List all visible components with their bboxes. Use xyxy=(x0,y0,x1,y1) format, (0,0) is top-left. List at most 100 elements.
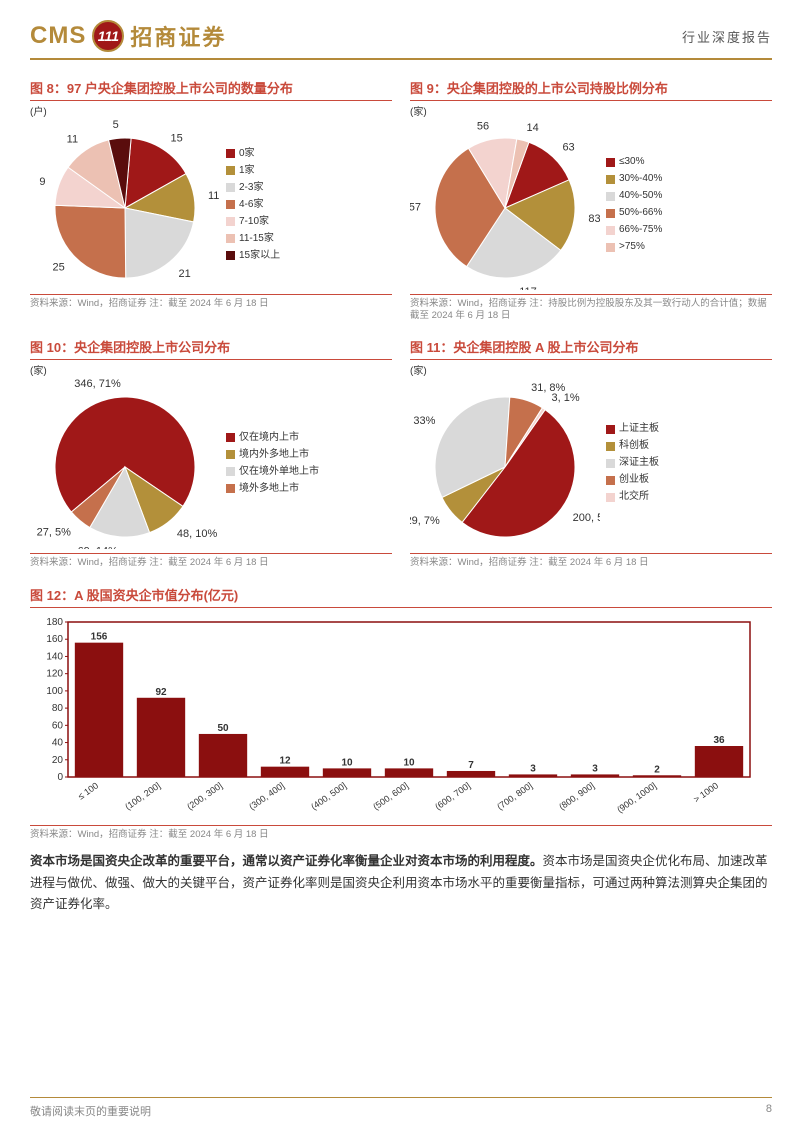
pie-slice-label: 117 xyxy=(519,286,537,290)
legend-swatch-icon xyxy=(606,425,615,434)
bar-value-label: 10 xyxy=(403,757,415,768)
bar-value-label: 12 xyxy=(279,756,291,767)
bar xyxy=(385,768,433,777)
bar xyxy=(75,643,123,777)
legend-label: 11-15家 xyxy=(239,231,274,247)
bar-category-label: (200, 300] xyxy=(185,780,224,811)
fig9-title: 图 9：央企集团控股的上市公司持股比例分布 xyxy=(410,78,772,101)
legend-item: 15家以上 xyxy=(226,248,280,264)
legend-item: 11-15家 xyxy=(226,231,280,247)
fig10-block: 图 10：央企集团控股上市公司分布 (家) 346, 71%48, 10%69,… xyxy=(30,337,392,569)
legend-label: 1家 xyxy=(239,163,255,179)
pie-slice-label: 9 xyxy=(39,176,45,188)
legend-label: 66%-75% xyxy=(619,222,662,238)
page-number: 8 xyxy=(766,1103,772,1119)
legend-swatch-icon xyxy=(226,484,235,493)
legend-item: 7-10家 xyxy=(226,214,280,230)
legend-swatch-icon xyxy=(606,175,615,184)
legend-item: 66%-75% xyxy=(606,222,662,238)
legend-swatch-icon xyxy=(226,450,235,459)
bar-value-label: 36 xyxy=(713,735,725,746)
legend-swatch-icon xyxy=(606,476,615,485)
y-tick-label: 140 xyxy=(46,651,63,662)
legend-swatch-icon xyxy=(606,459,615,468)
pie-slice-label: 29, 7% xyxy=(410,515,440,527)
fig9-pie-svg: 63831171575614 xyxy=(410,120,600,290)
legend-item: 境外多地上市 xyxy=(226,481,319,497)
footer-disclaimer: 敬请阅读末页的重要说明 xyxy=(30,1103,151,1119)
legend-swatch-icon xyxy=(226,200,235,209)
fig9-block: 图 9：央企集团控股的上市公司持股比例分布 (家) 63831171575614… xyxy=(410,78,772,323)
bar-category-label: ≤ 100 xyxy=(76,780,100,801)
legend-label: 0家 xyxy=(239,146,255,162)
bar-category-label: > 1000 xyxy=(692,780,720,804)
bar-category-label: (700, 800] xyxy=(495,780,534,811)
legend-swatch-icon xyxy=(226,217,235,226)
pie-slice xyxy=(55,205,126,278)
bar xyxy=(199,734,247,777)
bar-value-label: 2 xyxy=(654,764,660,775)
page-header: CMS 111 招商证券 行业深度报告 xyxy=(30,20,772,60)
legend-item: 仅在境外单地上市 xyxy=(226,464,319,480)
legend-label: 科创板 xyxy=(619,438,649,454)
bar-category-label: (300, 400] xyxy=(247,780,286,811)
legend-swatch-icon xyxy=(226,149,235,158)
legend-item: 科创板 xyxy=(606,438,659,454)
body-p1-bold: 资本市场是国资央企改革的重要平台，通常以资产证券化率衡量企业对资本市场的利用程度… xyxy=(30,854,543,868)
logo-circle-icon: 111 xyxy=(92,20,124,52)
legend-swatch-icon xyxy=(226,433,235,442)
y-tick-label: 180 xyxy=(46,617,63,628)
legend-item: 仅在境内上市 xyxy=(226,430,319,446)
fig9-unit: (家) xyxy=(410,103,772,118)
legend-swatch-icon xyxy=(226,166,235,175)
legend-item: 2-3家 xyxy=(226,180,280,196)
fig8-unit: (户) xyxy=(30,103,392,118)
legend-swatch-icon xyxy=(606,442,615,451)
y-tick-label: 80 xyxy=(52,703,64,714)
pie-slice-label: 3, 1% xyxy=(552,392,580,404)
pie-slice-label: 11 xyxy=(208,190,219,202)
legend-swatch-icon xyxy=(606,209,615,218)
pie-slice-label: 15 xyxy=(171,132,183,144)
legend-label: 4-6家 xyxy=(239,197,263,213)
fig12-bar-svg: 020406080100120140160180156≤ 10092(100, … xyxy=(30,610,772,825)
pie-slice-label: 131, 33% xyxy=(410,415,436,427)
legend-item: 上证主板 xyxy=(606,421,659,437)
bar-category-label: (900, 1000] xyxy=(615,780,658,814)
pie-slice-label: 48, 10% xyxy=(177,528,218,540)
fig8-block: 图 8：97 户央企集团控股上市公司的数量分布 (户) 151121259115… xyxy=(30,78,392,323)
bar-value-label: 3 xyxy=(530,763,536,774)
legend-item: 深证主板 xyxy=(606,455,659,471)
pie-slice-label: 157 xyxy=(410,202,421,214)
legend-swatch-icon xyxy=(226,467,235,476)
fig12-source: 资料来源：Wind，招商证券 注：截至 2024 年 6 月 18 日 xyxy=(30,825,772,841)
bar-value-label: 7 xyxy=(468,760,474,771)
pie-slice-label: 27, 5% xyxy=(37,526,71,538)
bar xyxy=(447,771,495,777)
charts-grid-2x2: 图 8：97 户央企集团控股上市公司的数量分布 (户) 151121259115… xyxy=(30,78,772,569)
fig9-pie-area: 63831171575614 ≤30%30%-40%40%-50%50%-66%… xyxy=(410,120,772,290)
bar xyxy=(323,768,371,777)
pie-slice-label: 25 xyxy=(53,262,65,274)
bar-category-label: (600, 700] xyxy=(433,780,472,811)
bar xyxy=(261,767,309,777)
pie-slice-label: 83 xyxy=(588,213,600,225)
bar-value-label: 3 xyxy=(592,763,598,774)
legend-item: 北交所 xyxy=(606,489,659,505)
legend-label: 2-3家 xyxy=(239,180,263,196)
bar-value-label: 10 xyxy=(341,757,353,768)
pie-slice-label: 14 xyxy=(527,122,539,134)
bar-category-label: (500, 600] xyxy=(371,780,410,811)
legend-item: 30%-40% xyxy=(606,171,662,187)
pie-slice-label: 11 xyxy=(67,133,78,145)
pie-slice-label: 200, 51% xyxy=(573,511,600,523)
y-tick-label: 0 xyxy=(57,772,63,783)
logo-cms-text: CMS xyxy=(30,22,86,50)
fig9-legend: ≤30%30%-40%40%-50%50%-66%66%-75%>75% xyxy=(606,154,662,256)
fig10-unit: (家) xyxy=(30,362,392,377)
fig11-pie-svg: 200, 51%29, 7%131, 33%31, 8%3, 1% xyxy=(410,379,600,549)
fig11-block: 图 11：央企集团控股 A 股上市公司分布 (家) 200, 51%29, 7%… xyxy=(410,337,772,569)
legend-label: 境外多地上市 xyxy=(239,481,299,497)
legend-item: ≤30% xyxy=(606,154,662,170)
fig11-pie-area: 200, 51%29, 7%131, 33%31, 8%3, 1% 上证主板科创… xyxy=(410,379,772,549)
